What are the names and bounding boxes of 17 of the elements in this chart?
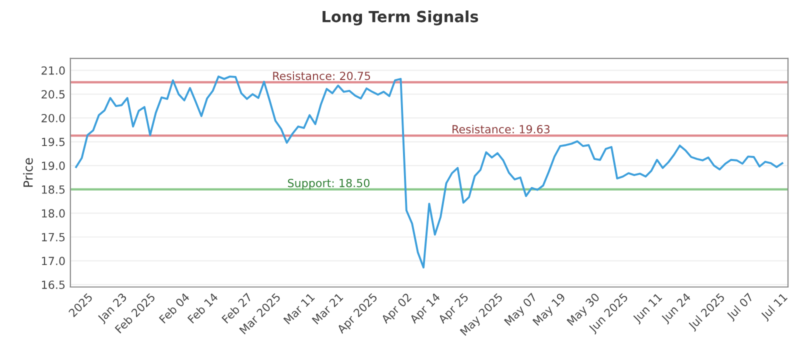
x-tick-label: Jul 07 xyxy=(726,292,756,322)
ref-line-label: Resistance: 20.75 xyxy=(273,72,370,80)
y-tick-label: 16.5 xyxy=(42,280,65,289)
ref-line-label: Resistance: 19.63 xyxy=(452,124,550,134)
y-tick-label: 18.5 xyxy=(42,185,65,194)
ref-line-label: Support: 18.50 xyxy=(288,178,370,190)
y-tick-label: 20.5 xyxy=(42,90,65,99)
y-tick-label: 18.0 xyxy=(42,209,65,218)
y-tick-label: 20.0 xyxy=(42,114,65,122)
y-axis-title: Price xyxy=(23,158,33,187)
y-tick-label: 17.5 xyxy=(42,233,65,242)
y-tick-label: 17.0 xyxy=(42,256,65,266)
y-tick-label: 19.0 xyxy=(42,162,65,170)
y-tick-label: 21.0 xyxy=(42,66,65,75)
chart-title: Long Term Signals xyxy=(322,10,478,26)
y-tick-label: 19.5 xyxy=(42,138,65,146)
x-tick-label: Jul 11 xyxy=(760,292,790,322)
